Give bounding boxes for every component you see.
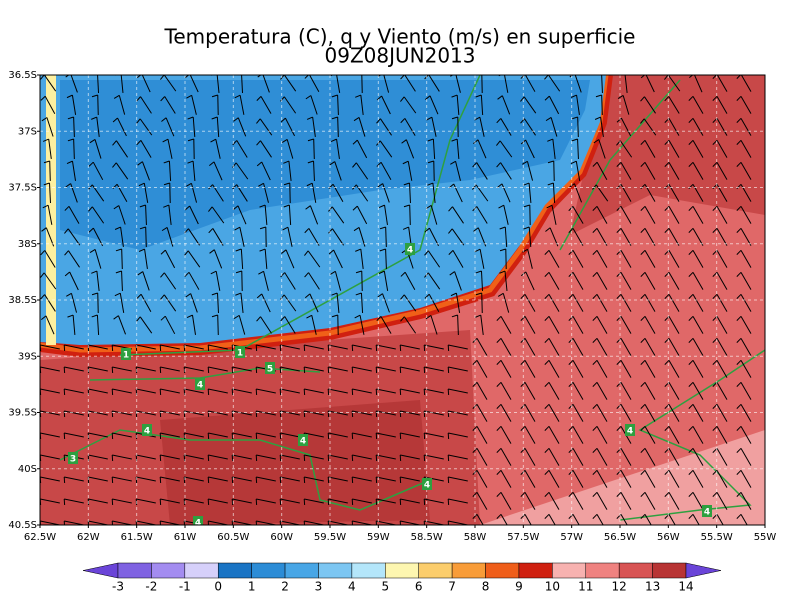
- wind-barb: [476, 73, 482, 75]
- wind-barb: [314, 139, 315, 159]
- colorbar-box: [118, 563, 151, 578]
- colorbar-arrow: [83, 563, 118, 578]
- colorbar-box: [619, 563, 652, 578]
- lat-label: 36.5S: [8, 70, 37, 81]
- colorbar-label: 14: [678, 580, 693, 594]
- contour-label: 3: [70, 455, 76, 465]
- colorbar-box: [452, 563, 485, 578]
- colorbar-label: -2: [145, 580, 157, 594]
- lon-label: 56.5W: [604, 532, 636, 543]
- contour-label: 4: [704, 508, 710, 518]
- contour-label: 1: [123, 351, 129, 361]
- lat-label: 38.5S: [8, 295, 37, 306]
- colorbar-label: 6: [415, 580, 423, 594]
- colorbar-box: [252, 563, 285, 578]
- colorbar-label: 3: [315, 580, 323, 594]
- colorbar-label: 7: [448, 580, 456, 594]
- lon-label: 56W: [657, 532, 680, 543]
- lon-label: 61.5W: [121, 532, 153, 543]
- lat-label: 40.5S: [8, 520, 37, 531]
- lon-label: 59.5W: [314, 532, 346, 543]
- wind-barb: [74, 139, 75, 159]
- colorbar-label: 9: [515, 580, 523, 594]
- contour-label: 4: [300, 437, 306, 447]
- colorbar-box: [285, 563, 318, 578]
- lon-label: 60W: [270, 532, 293, 543]
- colorbar-label: 4: [348, 580, 356, 594]
- wind-barb: [386, 227, 387, 247]
- colorbar-label: -1: [179, 580, 191, 594]
- contour-label: 4: [144, 427, 150, 437]
- colorbar-box: [552, 563, 585, 578]
- wind-barb: [482, 293, 483, 313]
- contour-label: 5: [267, 365, 273, 375]
- lat-label: 40S: [18, 464, 37, 475]
- contour-label: 4: [195, 519, 201, 529]
- wind-barb: [50, 161, 51, 181]
- lon-label: 61W: [174, 532, 197, 543]
- colorbar-box: [318, 563, 351, 578]
- colorbar-box: [586, 563, 619, 578]
- colorbar-box: [218, 563, 251, 578]
- contour-label: 4: [197, 381, 203, 391]
- warm-core: [160, 400, 430, 525]
- lon-label: 62W: [77, 532, 100, 543]
- colorbar-box: [385, 563, 418, 578]
- colorbar-label: 5: [381, 580, 389, 594]
- colorbar-box: [519, 563, 552, 578]
- lat-label: 37.5S: [8, 183, 37, 194]
- colorbar-box: [419, 563, 452, 578]
- lat-label: 39S: [18, 351, 37, 362]
- wind-barb: [98, 95, 99, 115]
- colorbar-label: -3: [112, 580, 124, 594]
- colorbar-box: [185, 563, 218, 578]
- colorbar-label: 0: [214, 580, 222, 594]
- lat-label: 39.5S: [8, 408, 37, 419]
- wind-barb: [578, 117, 579, 137]
- lon-label: 59W: [367, 532, 390, 543]
- wind-barb: [362, 73, 363, 93]
- colorbar-label: 1: [248, 580, 256, 594]
- lon-label: 57.5W: [507, 532, 539, 543]
- lon-label: 62.5W: [24, 532, 56, 543]
- lon-label: 58W: [464, 532, 487, 543]
- subtitle: 09Z08JUN2013: [325, 44, 476, 68]
- lon-label: 55W: [754, 532, 777, 543]
- wind-barb: [356, 73, 362, 75]
- colorbar-arrow: [686, 563, 721, 578]
- colorbar-box: [653, 563, 686, 578]
- colorbar-label: 12: [612, 580, 627, 594]
- colorbar-label: 10: [545, 580, 560, 594]
- wind-barb: [146, 227, 147, 247]
- colorbar-label: 8: [482, 580, 490, 594]
- contour-label: 4: [407, 246, 413, 256]
- lat-label: 37S: [18, 126, 37, 137]
- colorbar-box: [486, 563, 519, 578]
- wind-barb: [218, 315, 219, 335]
- wind-barb: [602, 95, 603, 115]
- wind-barb: [338, 117, 339, 137]
- wind-barb: [122, 249, 123, 269]
- colorbar-label: 2: [281, 580, 289, 594]
- colorbar-label: 13: [645, 580, 660, 594]
- colorbar-label: 11: [578, 580, 593, 594]
- contour-label: 1: [237, 349, 243, 359]
- lon-label: 60.5W: [217, 532, 249, 543]
- lon-label: 55.5W: [701, 532, 733, 543]
- contour-label: 4: [627, 427, 633, 437]
- colorbar-box: [352, 563, 385, 578]
- map: 1 1 5 4 4 4 3 4 4 4 4 4: [40, 73, 765, 532]
- wind-barb: [410, 205, 411, 225]
- contour-label: 4: [424, 481, 430, 491]
- lat-label: 38S: [18, 239, 37, 250]
- colorbar-box: [151, 563, 184, 578]
- wind-barb: [362, 271, 363, 291]
- lon-label: 58.5W: [411, 532, 443, 543]
- lon-label: 57W: [560, 532, 583, 543]
